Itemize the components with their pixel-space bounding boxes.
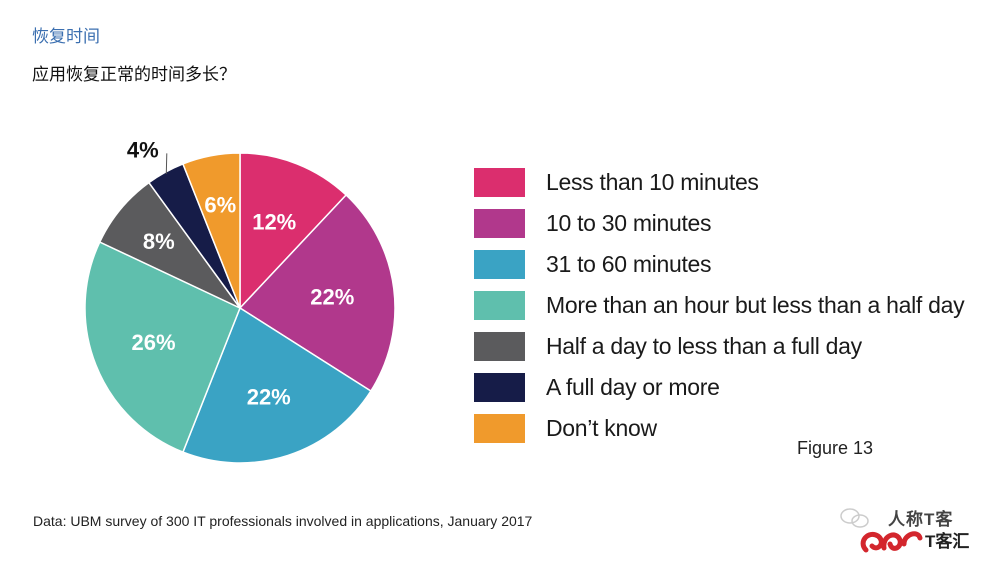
legend-label: 31 to 60 minutes [546,251,712,277]
pie-slice [84,241,241,454]
slice-data-label: 22% [247,384,291,409]
legend-item: More than an hour but less than a half d… [474,285,965,326]
legend-item: 31 to 60 minutes [474,244,964,285]
legend-swatch [474,168,525,197]
legend-label: A full day or more [546,374,720,400]
slice-data-label: 8% [143,229,175,254]
slice-data-label: 22% [310,284,354,309]
pie-slice [238,193,396,393]
slice-data-label: 6% [204,192,236,217]
legend-label: Less than 10 minutes [546,169,759,195]
legend-swatch [474,250,525,279]
chart-question: 应用恢复正常的时间多长？ [32,65,236,84]
legend-item: 10 to 30 minutes [474,203,964,244]
slice-data-label: 4% [127,137,159,162]
legend-swatch [474,209,525,238]
legend-swatch [474,373,525,402]
pie-slice [181,152,241,309]
legend-label: Don’t know [546,415,657,441]
legend-label: 10 to 30 minutes [546,210,712,236]
legend-item: A full day or more [474,367,964,408]
data-source-note: Data: UBM survey of 300 IT professionals… [33,513,533,529]
watermark-text-top: 人称T客 [888,510,954,529]
slice-leader-line [165,153,168,174]
legend-label: Half a day to less than a full day [546,333,862,359]
slice-data-label: 12% [252,210,296,235]
watermark-text-bottom: T客汇 [925,532,970,551]
legend-swatch [474,332,525,361]
chart-legend: Less than 10 minutes 10 to 30 minutes 31 t… [474,162,965,449]
pie-slice [181,306,372,464]
figure-label: Figure 13 [797,438,874,458]
legend-swatch [474,414,525,443]
watermark-logo-icon [840,508,923,553]
slice-data-label: 26% [132,330,176,355]
page-heading: 恢复时间 [32,27,100,46]
legend-label: More than an hour but less than a half d… [546,292,965,318]
legend-swatch [474,291,525,320]
legend-item: Less than 10 minutes [474,162,964,203]
pie-slice [239,152,348,310]
legend-item: Don’t know [474,408,964,449]
legend-item: Half a day to less than a full day [474,326,964,367]
